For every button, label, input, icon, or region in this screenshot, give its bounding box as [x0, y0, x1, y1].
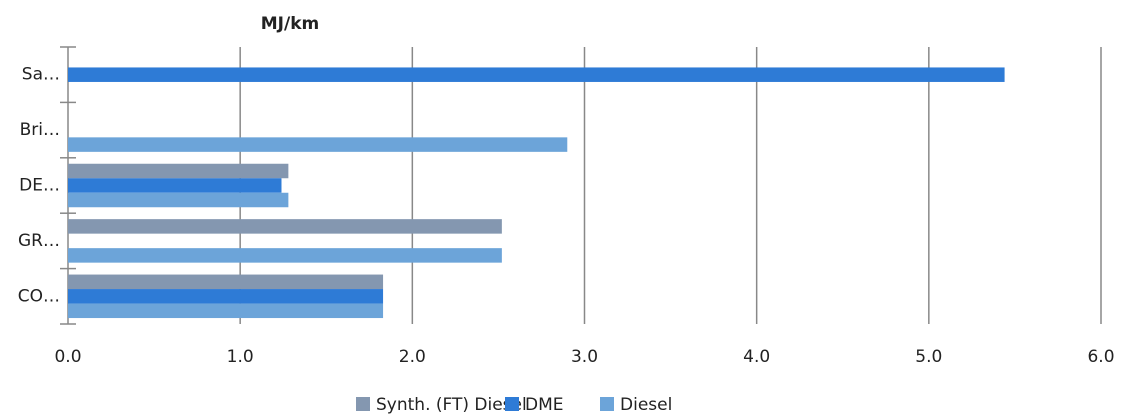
bar	[68, 289, 384, 304]
bar	[68, 137, 568, 152]
bar	[68, 248, 502, 263]
y-tick-label: Sa…	[22, 65, 60, 85]
bar	[68, 163, 289, 179]
bar	[68, 303, 384, 319]
legend-swatch	[505, 397, 519, 411]
bar	[68, 178, 282, 193]
bar	[68, 67, 1005, 82]
bar	[68, 192, 289, 208]
y-tick-label: DE…	[19, 176, 60, 196]
bar	[68, 274, 384, 290]
legend-label: Synth. (FT) Diesel	[376, 395, 527, 415]
x-tick-label: 6.0	[1087, 347, 1114, 367]
legend-swatch	[600, 397, 614, 411]
y-tick-label: Bri…	[20, 120, 60, 140]
x-tick-label: 4.0	[743, 347, 770, 367]
x-tick-label: 3.0	[571, 347, 598, 367]
chart-title: MJ/km	[261, 14, 319, 34]
legend-swatch	[356, 397, 370, 411]
bar	[68, 219, 502, 234]
x-tick-label: 0.0	[54, 347, 81, 367]
x-tick-label: 2.0	[399, 347, 426, 367]
y-tick-label: CO…	[18, 286, 60, 306]
legend-label: Diesel	[620, 395, 672, 415]
x-tick-label: 5.0	[915, 347, 942, 367]
x-tick-label: 1.0	[227, 347, 254, 367]
y-tick-label: GR…	[18, 231, 60, 251]
legend-label: DME	[525, 395, 564, 415]
